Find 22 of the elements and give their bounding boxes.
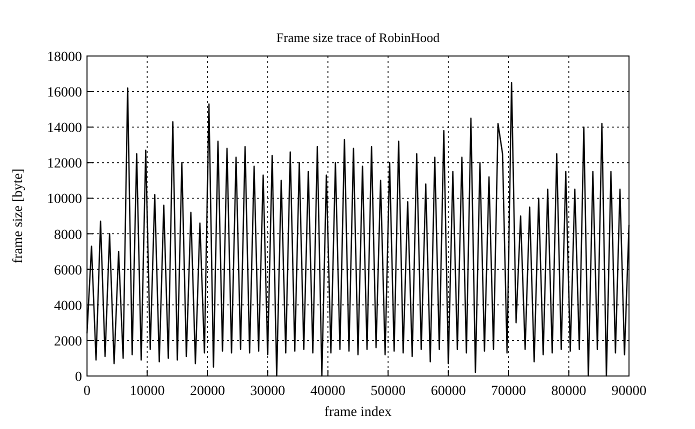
y-tick-label: 10000: [47, 192, 82, 208]
y-axis-title: frame size [byte]: [11, 168, 26, 264]
x-tick-label: 50000: [370, 384, 406, 399]
x-tick-label: 20000: [190, 384, 225, 399]
x-tick-label: 90000: [612, 384, 646, 399]
y-tick-label: 0: [75, 370, 82, 385]
y-tick-label: 12000: [47, 156, 82, 172]
y-tick-label: 14000: [47, 121, 82, 136]
chart-title: Frame size trace of RobinHood: [276, 30, 440, 45]
x-tick-label: 70000: [491, 384, 526, 399]
x-tick-label: 60000: [430, 384, 466, 399]
y-tick-label: 6000: [54, 263, 82, 278]
y-tick-label: 16000: [47, 86, 82, 101]
x-tick-label: 10000: [130, 384, 165, 399]
x-axis-title: frame index: [324, 405, 392, 420]
y-tick-label: 18000: [47, 50, 82, 65]
x-tick-label: 40000: [310, 384, 346, 399]
x-tick-label: 30000: [250, 384, 286, 399]
y-tick-label: 8000: [54, 228, 82, 243]
y-tick-label: 2000: [54, 334, 82, 350]
y-tick-label: 4000: [54, 298, 82, 314]
x-tick-label: 80000: [551, 384, 586, 399]
